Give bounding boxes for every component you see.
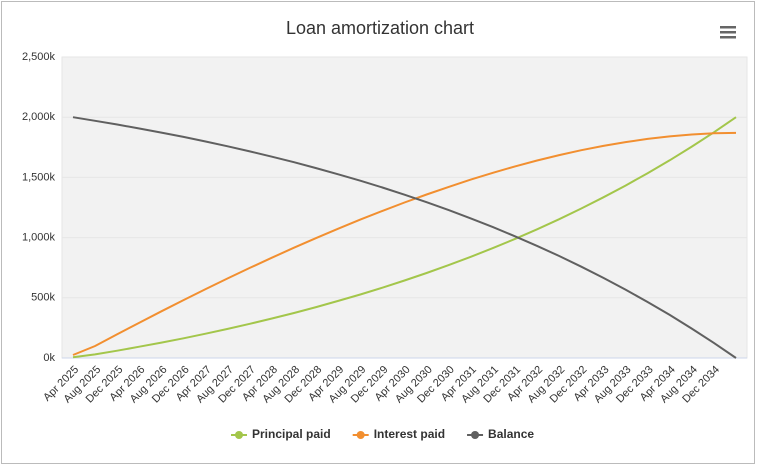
menu-bar[interactable] [720, 36, 736, 39]
y-tick-label: 2,000k [22, 111, 56, 123]
y-tick-label: 1,500k [22, 171, 56, 183]
legend-marker [471, 431, 480, 439]
legend-label: Balance [488, 427, 534, 441]
series-line [72, 116, 737, 359]
series-line [72, 116, 737, 359]
plot-background [61, 56, 748, 359]
y-tick-label: 1,000k [22, 232, 56, 244]
y-tick-label: 2,500k [22, 51, 56, 63]
legend-label: Interest paid [374, 427, 445, 441]
chart-title: Loan amortization chart [286, 18, 474, 38]
legend-label: Principal paid [252, 427, 331, 441]
legend-marker [235, 431, 243, 439]
y-tick-label: 0k [43, 352, 55, 364]
legend-marker [356, 431, 365, 439]
series-line [72, 131, 737, 356]
y-tick-label: 500k [31, 292, 55, 304]
menu-bar[interactable] [720, 26, 736, 29]
menu-bar[interactable] [720, 31, 736, 34]
menu-button[interactable] [720, 26, 736, 39]
